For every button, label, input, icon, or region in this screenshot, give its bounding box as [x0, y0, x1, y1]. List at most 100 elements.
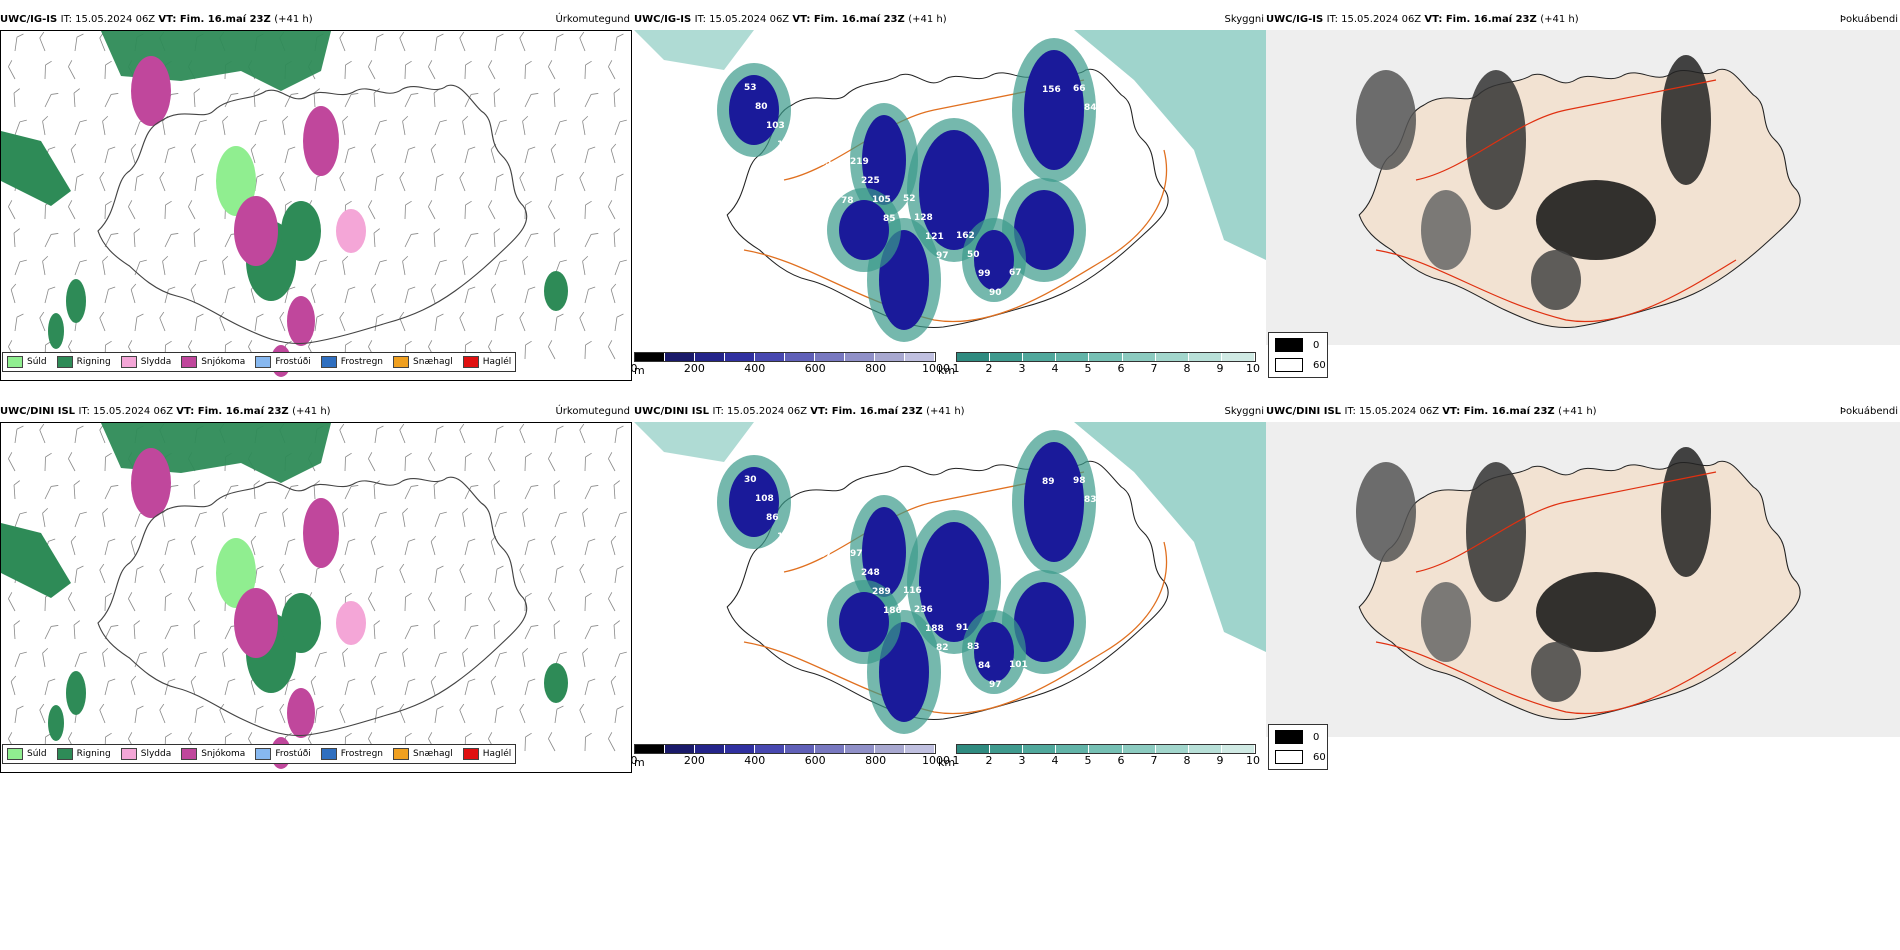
fog-legend-label: 0	[1313, 731, 1320, 743]
cloudbase-value: 84	[1084, 103, 1097, 113]
colorbar-tick: 2	[985, 362, 993, 375]
lead-time: (+41 h)	[908, 14, 947, 25]
model-name: UWC/DINI ISL	[0, 406, 79, 417]
forecast-row-ig: UWC/IG-IS IT: 15.05.2024 06Z VT: Fim. 16…	[0, 14, 1900, 381]
fog-index-map[interactable]	[1266, 30, 1900, 345]
valid-label: VT:	[810, 406, 832, 417]
cloudbase-value: 66	[1073, 84, 1086, 94]
legend-label: Haglél	[482, 749, 512, 759]
legend-item: Snjókoma	[181, 748, 245, 760]
cloudbase-value: 108	[755, 494, 774, 504]
colorbar-tick: 3	[1018, 362, 1026, 375]
cloudbase-value: 52	[903, 194, 916, 204]
legend-label: Frostregn	[340, 357, 384, 367]
fog-legend-item: 0	[1275, 338, 1319, 352]
panel-header: UWC/IG-IS IT: 15.05.2024 06Z VT: Fim. 16…	[1266, 14, 1900, 30]
fog-index-panel: UWC/IG-IS IT: 15.05.2024 06Z VT: Fim. 16…	[1266, 14, 1900, 379]
model-name: UWC/DINI ISL	[1266, 406, 1345, 417]
legend-label: Slydda	[140, 357, 172, 367]
colorbar-tick: 2	[985, 754, 993, 767]
legend-item: Frostregn	[320, 748, 383, 760]
cloudbase-value: 122	[1062, 697, 1081, 707]
colorbar-tick: 9	[1216, 362, 1224, 375]
cloudbase-value: 75	[788, 159, 801, 169]
cloudbase-value: 67	[819, 550, 832, 560]
panel-title: Úrkomutegund	[555, 406, 630, 417]
init-label: IT:	[78, 406, 94, 417]
cloudbase-value: 219	[850, 157, 869, 167]
fog-legend-swatch	[1275, 338, 1303, 352]
colorbar-tick: 1	[952, 362, 960, 375]
forecast-row-dini: UWC/DINI ISL IT: 15.05.2024 06Z VT: Fim.…	[0, 406, 1900, 773]
panel-title: Þokuábendi	[1839, 406, 1898, 417]
colorbar-tick: 7	[1150, 754, 1158, 767]
cloudbase-value: 146	[777, 532, 796, 542]
visibility-colorbar: 1 2 3 4 5 6 7 8 9 10	[952, 352, 1260, 375]
colorbar-tick: 7	[1150, 362, 1158, 375]
colorbar-tick: 6	[1117, 362, 1125, 375]
colorbar-tick: 1000	[922, 754, 950, 767]
legend-item: Súld	[7, 356, 47, 368]
lead-time: (+41 h)	[926, 406, 965, 417]
precip-type-map[interactable]	[0, 30, 632, 381]
legend-swatch	[462, 748, 479, 760]
fog-legend-label: 60	[1313, 359, 1326, 371]
precip-type-map[interactable]	[0, 422, 632, 773]
legend-label: Súld	[27, 357, 47, 367]
cloudbase-colorbar: 0 200 400 600 800 1000	[630, 352, 950, 375]
model-name: UWC/IG-IS	[0, 14, 61, 25]
valid-label: VT:	[158, 14, 180, 25]
fog-legend-label: 60	[1313, 751, 1326, 763]
cloudbase-value: 84	[978, 661, 991, 671]
legend-swatch	[7, 356, 23, 368]
legend-item: Rigning	[56, 356, 111, 368]
init-label: IT:	[1344, 406, 1360, 417]
colorbar-tick: 9	[1216, 754, 1224, 767]
cloudbase-value: 97	[989, 680, 1002, 690]
init-time: 15.05.2024 06Z	[1359, 406, 1443, 417]
colorbar-unit: km	[938, 364, 956, 377]
colorbar-tick: 4	[1051, 754, 1059, 767]
cloudbase-value: 128	[914, 213, 933, 223]
colorbar-tick: 800	[865, 362, 887, 375]
lead-time: (+41 h)	[1540, 14, 1579, 25]
cloudbase-value: 91	[956, 623, 969, 633]
legend-item: Súld	[7, 748, 47, 760]
valid-time: Fim. 16.maí 23Z	[831, 406, 927, 417]
cloudbase-value: 30	[744, 475, 757, 485]
visibility-panel: UWC/DINI ISL IT: 15.05.2024 06Z VT: Fim.…	[631, 406, 1266, 771]
legend-item: Slydda	[120, 356, 172, 368]
colorbar-tick: 200	[683, 362, 705, 375]
init-time: 15.05.2024 06Z	[727, 406, 811, 417]
legend-swatch	[393, 748, 410, 760]
panel-header: UWC/DINI ISL IT: 15.05.2024 06Z VT: Fim.…	[0, 406, 632, 422]
visibility-map[interactable]: 53 115 219 52 162 67 78 80 87 225 128 50 79 66 103 65 10…	[634, 30, 1266, 345]
precip-type-legend: Súld Rigning Slydda Snjókoma Frostúði Frostre…	[2, 744, 517, 764]
colorbar-tick: 3	[1018, 754, 1026, 767]
panel-header: UWC/DINI ISL IT: 15.05.2024 06Z VT: Fim.…	[634, 406, 1266, 422]
precip-type-legend: Súld Rigning Slydda Snjókoma Frostúði Frostre…	[2, 352, 517, 372]
fog-index-map[interactable]	[1266, 422, 1900, 737]
lead-time: (+41 h)	[274, 14, 313, 25]
legend-swatch	[320, 356, 337, 368]
panel-title: Skyggni	[1224, 14, 1264, 25]
valid-time: Fim. 16.maí 23Z	[179, 14, 275, 25]
colorbar-tick: 10	[1246, 362, 1260, 375]
visibility-panel: UWC/IG-IS IT: 15.05.2024 06Z VT: Fim. 16…	[630, 14, 1266, 379]
model-name: UWC/DINI ISL	[634, 406, 713, 417]
init-label: IT:	[1326, 14, 1342, 25]
visibility-map[interactable]: 30 65 97 116 91 101 122 108 94 248 236 83 71 98 86 67 28…	[634, 422, 1266, 737]
model-name: UWC/IG-IS	[1266, 14, 1327, 25]
lead-time: (+41 h)	[292, 406, 331, 417]
init-time: 15.05.2024 06Z	[75, 14, 159, 25]
colorbar-tick: 8	[1183, 362, 1191, 375]
valid-time: Fim. 16.maí 23Z	[1445, 14, 1541, 25]
legend-label: Haglél	[482, 357, 512, 367]
model-name: UWC/IG-IS	[634, 14, 695, 25]
legend-item: Haglél	[462, 356, 512, 368]
fog-legend-item: 60	[1275, 750, 1326, 764]
colorbar-tick: 8	[1183, 754, 1191, 767]
colorbar-tick: 6	[1117, 754, 1125, 767]
colorbar-tick: 0	[630, 362, 638, 375]
legend-swatch	[255, 748, 272, 760]
